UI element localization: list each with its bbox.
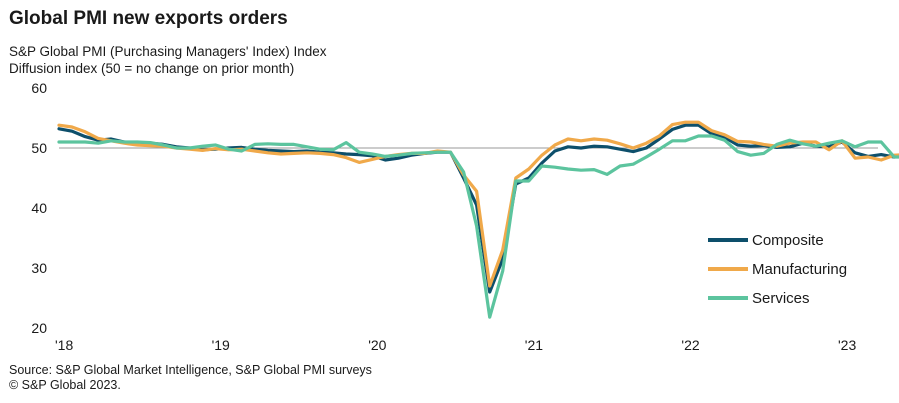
y-tick-label-60: 60 xyxy=(31,80,47,96)
x-tick-label-23: '23 xyxy=(838,337,856,353)
source-note: Source: S&P Global Market Intelligence, … xyxy=(9,363,372,377)
x-tick-label-20: '20 xyxy=(368,337,386,353)
x-tick-label-18: '18 xyxy=(55,337,73,353)
legend-label-services: Services xyxy=(752,290,810,307)
chart-title: Global PMI new exports orders xyxy=(9,8,288,29)
x-tick-label-22: '22 xyxy=(681,337,699,353)
y-tick-label-40: 40 xyxy=(31,200,47,216)
x-axis: '18 '19 '20 '21 '22 '23 xyxy=(55,337,856,353)
chart-subtitle-2: Diffusion index (50 = no change on prior… xyxy=(9,61,295,76)
y-tick-label-50: 50 xyxy=(31,140,47,156)
y-tick-label-20: 20 xyxy=(31,320,47,336)
chart-subtitle-1: S&P Global PMI (Purchasing Managers' Ind… xyxy=(9,44,327,59)
y-axis: 20 30 40 50 60 xyxy=(31,80,47,336)
legend-label-manufacturing: Manufacturing xyxy=(752,261,847,278)
legend-label-composite: Composite xyxy=(752,232,824,249)
legend: Composite Manufacturing Services xyxy=(708,232,847,307)
series-line-services xyxy=(57,134,899,319)
x-tick-label-21: '21 xyxy=(525,337,543,353)
x-tick-label-19: '19 xyxy=(212,337,230,353)
y-tick-label-30: 30 xyxy=(31,260,47,276)
series-lines xyxy=(57,120,899,319)
copyright-note: © S&P Global 2023. xyxy=(9,378,121,392)
